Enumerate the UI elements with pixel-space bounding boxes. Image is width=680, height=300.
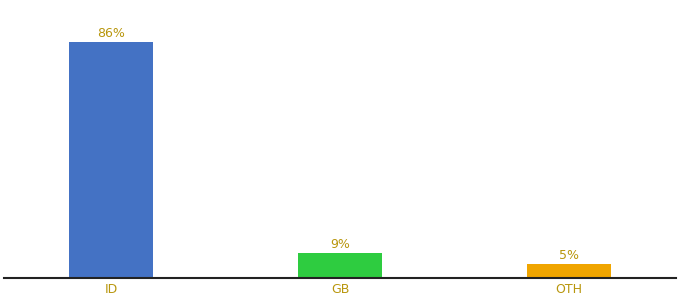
Text: 5%: 5% bbox=[559, 248, 579, 262]
Bar bbox=[298, 253, 382, 278]
Text: 9%: 9% bbox=[330, 238, 350, 250]
Text: 86%: 86% bbox=[97, 27, 125, 40]
Bar bbox=[527, 264, 611, 278]
Bar bbox=[69, 43, 153, 278]
